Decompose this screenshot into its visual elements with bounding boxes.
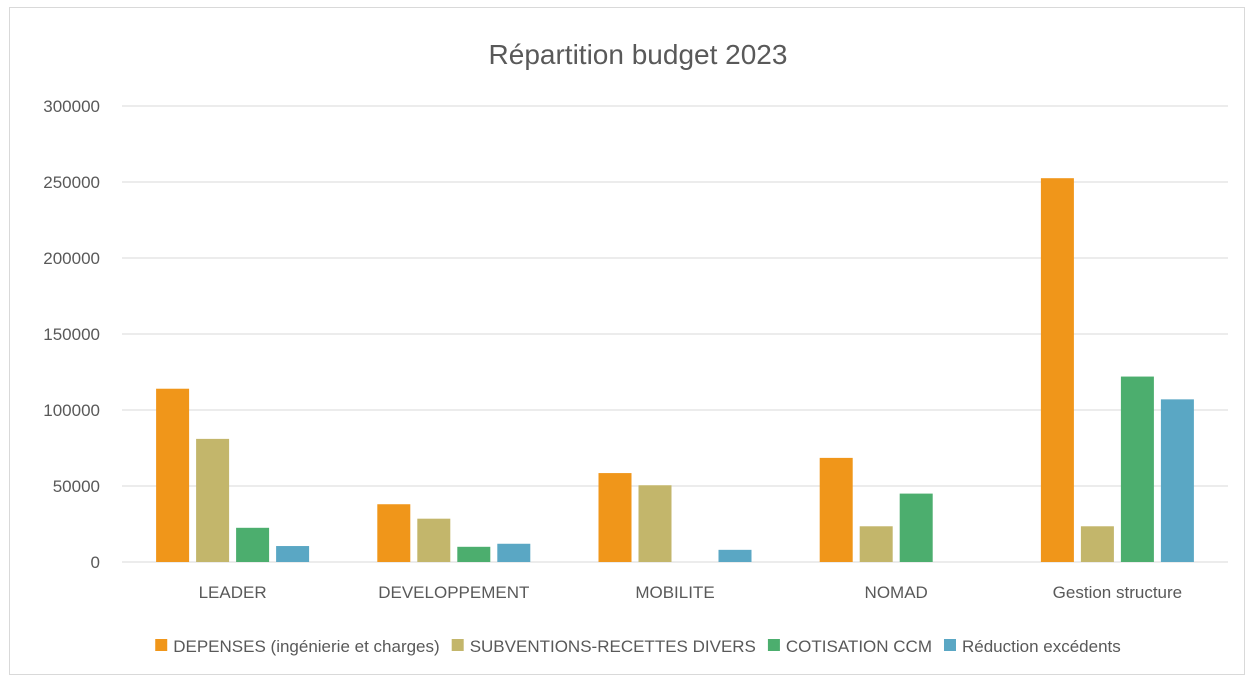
y-tick-label: 0 [91,553,100,572]
legend-label: DEPENSES (ingénierie et charges) [173,637,439,656]
y-tick-label: 250000 [43,173,100,192]
bar [1120,376,1154,562]
legend-label: SUBVENTIONS-RECETTES DIVERS [470,637,756,656]
bar [819,457,853,562]
legend-item: SUBVENTIONS-RECETTES DIVERS [451,637,756,656]
bars [156,178,1194,562]
x-tick-label: MOBILITE [635,583,714,602]
bar [156,388,190,562]
bar [899,493,933,562]
bar [1080,526,1114,562]
legend-label: COTISATION CCM [786,637,932,656]
y-tick-label: 100000 [43,401,100,420]
bar [598,473,632,562]
y-tick-label: 50000 [53,477,100,496]
legend-swatch [767,639,780,651]
y-tick-label: 300000 [43,97,100,116]
bar [276,546,310,562]
x-tick-label: Gestion structure [1053,583,1182,602]
legend-swatch [943,639,956,651]
x-tick-label: NOMAD [865,583,928,602]
bar [1040,178,1074,562]
y-tick-label: 150000 [43,325,100,344]
legend-label: Réduction excédents [962,637,1121,656]
bar [417,518,451,562]
legend-item: Réduction excédents [943,637,1121,656]
chart-title: Répartition budget 2023 [489,39,788,70]
bar [377,504,411,562]
legend-swatch [451,639,464,651]
bar [196,438,230,562]
bar [236,527,270,562]
y-tick-label: 200000 [43,249,100,268]
x-axis-ticks: LEADER DEVELOPPEMENT MOBILITE NOMAD Gestion … [199,583,1183,602]
bar [638,485,672,562]
bar [497,543,531,562]
y-axis-ticks: 0 50000 100000 150000 200000 250000 300000 [43,97,100,572]
bar [718,549,752,562]
x-tick-label: DEVELOPPEMENT [378,583,529,602]
legend: DEPENSES (ingénierie et charges) SUBVENTI… [155,637,1121,656]
bar [859,526,893,562]
x-tick-label: LEADER [199,583,267,602]
legend-swatch [155,639,168,651]
bar [1160,399,1194,562]
legend-item: DEPENSES (ingénierie et charges) [155,637,440,656]
bar [457,546,491,562]
chart-container [9,7,1245,675]
legend-item: COTISATION CCM [767,637,932,656]
